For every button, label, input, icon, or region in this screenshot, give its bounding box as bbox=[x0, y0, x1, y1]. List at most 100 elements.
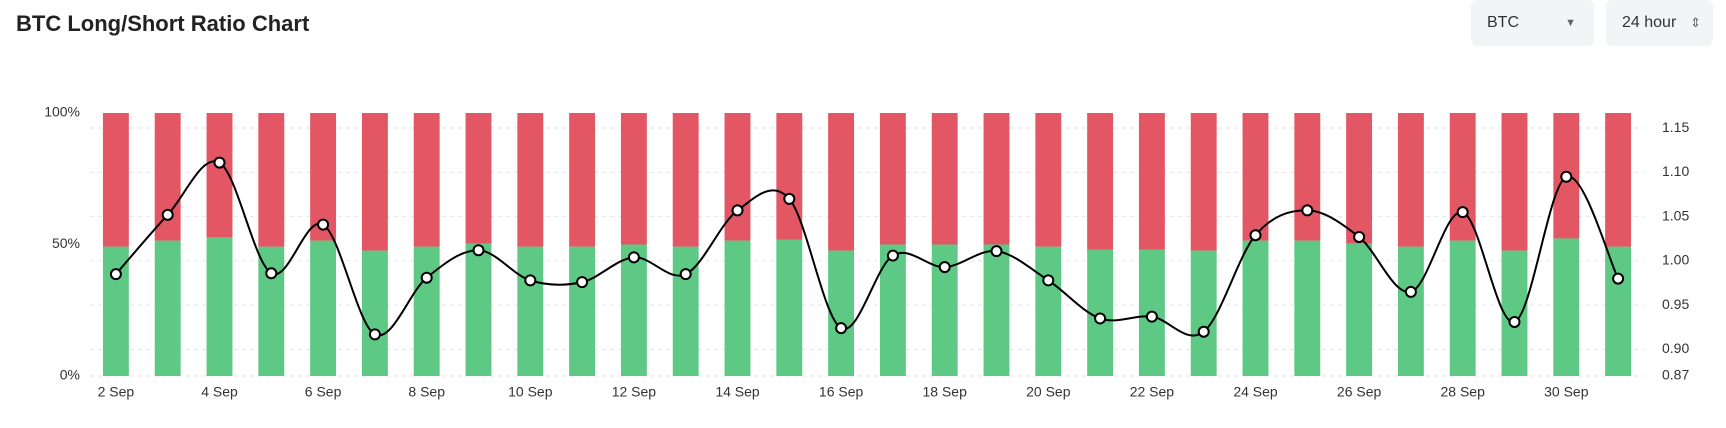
x-tick-label: 10 Sep bbox=[508, 384, 553, 400]
bar-segment bbox=[1242, 240, 1269, 376]
ratio-point bbox=[472, 244, 485, 257]
y2-tick-label: 1.05 bbox=[1662, 207, 1689, 223]
bar-segment bbox=[258, 246, 285, 376]
bar-segment bbox=[672, 113, 699, 247]
x-tick-label: 14 Sep bbox=[715, 384, 760, 400]
bar-segment bbox=[517, 246, 544, 376]
ratio-point bbox=[368, 328, 381, 341]
ratio-point bbox=[213, 156, 226, 169]
bar-segment bbox=[569, 246, 596, 376]
bar-segment bbox=[1449, 113, 1476, 241]
y2-tick-label: 0.87 bbox=[1662, 367, 1689, 383]
ratio-point bbox=[1197, 325, 1210, 338]
bar-segment bbox=[983, 244, 1010, 376]
bar-segment bbox=[1242, 113, 1269, 241]
bar-segment bbox=[1397, 113, 1424, 247]
ratio-point bbox=[990, 245, 1003, 258]
ratio-point bbox=[1404, 285, 1417, 298]
ratio-point bbox=[886, 249, 899, 262]
bar-segment bbox=[828, 250, 855, 376]
bar-segment bbox=[361, 113, 388, 251]
y2-tick-label: 0.90 bbox=[1662, 340, 1689, 356]
bar-segment bbox=[1605, 246, 1632, 376]
x-tick-label: 6 Sep bbox=[305, 384, 342, 400]
bar-segment bbox=[1138, 249, 1165, 376]
bar-segment bbox=[620, 244, 647, 376]
y2-tick-label: 1.00 bbox=[1662, 252, 1689, 268]
bar-segment bbox=[1553, 113, 1580, 239]
y2-tick-label: 0.95 bbox=[1662, 296, 1689, 312]
ratio-point bbox=[1612, 272, 1625, 285]
bar-segment bbox=[206, 237, 233, 376]
symbol-select[interactable]: BTC ▼ bbox=[1471, 0, 1594, 46]
bar-segment bbox=[154, 240, 181, 376]
bar-segment bbox=[1501, 113, 1528, 251]
bar-segment bbox=[1035, 246, 1062, 376]
bar-segment bbox=[258, 113, 285, 247]
bar-segment bbox=[517, 113, 544, 247]
bar-segment bbox=[206, 113, 233, 238]
x-tick-label: 16 Sep bbox=[819, 384, 864, 400]
bar-segment bbox=[931, 244, 958, 376]
bar-segment bbox=[1190, 113, 1217, 251]
bar-segment bbox=[154, 113, 181, 241]
ratio-point bbox=[1145, 310, 1158, 323]
ratio-point bbox=[1560, 170, 1573, 183]
bar-segment bbox=[931, 113, 958, 245]
bar-segment bbox=[1087, 113, 1114, 250]
ratio-point bbox=[1353, 230, 1366, 243]
bar-segment bbox=[361, 250, 388, 376]
ratio-point bbox=[161, 208, 174, 221]
bar-segment bbox=[1035, 113, 1062, 247]
caret: ▼ bbox=[1565, 17, 1576, 29]
bar-segment bbox=[1346, 113, 1373, 244]
bar-segment bbox=[1501, 250, 1528, 376]
ratio-point bbox=[420, 271, 433, 284]
ratio-point bbox=[1249, 229, 1262, 242]
ratio-point bbox=[1456, 206, 1469, 219]
y2-tick-label: 1.15 bbox=[1662, 119, 1689, 135]
bar-segment bbox=[776, 239, 803, 376]
bar-segment bbox=[983, 113, 1010, 245]
bar-segment bbox=[102, 113, 129, 247]
bar-segment bbox=[724, 113, 751, 241]
x-tick-label: 8 Sep bbox=[408, 384, 445, 400]
y-tick-label: 100% bbox=[44, 104, 80, 120]
ratio-point bbox=[576, 276, 589, 289]
x-tick-label: 28 Sep bbox=[1441, 384, 1486, 400]
x-tick-label: 18 Sep bbox=[923, 384, 968, 400]
symbol-label: BTC bbox=[1487, 14, 1519, 31]
bar-segment bbox=[413, 113, 440, 247]
bar-segment bbox=[879, 244, 906, 376]
bar-segment bbox=[102, 246, 129, 376]
ratio-point bbox=[1508, 315, 1521, 328]
bar-segment bbox=[1190, 250, 1217, 376]
bar-segment bbox=[569, 113, 596, 247]
x-tick-label: 4 Sep bbox=[201, 384, 238, 400]
ratio-point bbox=[265, 267, 278, 280]
ratio-point bbox=[627, 251, 640, 264]
bar-segment bbox=[310, 240, 337, 376]
caret: ⇕ bbox=[1690, 15, 1701, 30]
bar-segment bbox=[1346, 243, 1373, 376]
ratio-point bbox=[1301, 204, 1314, 217]
bar-segment bbox=[828, 113, 855, 251]
ratio-point bbox=[731, 204, 744, 217]
bar-segment bbox=[1553, 238, 1580, 376]
bar-segment bbox=[1294, 113, 1321, 241]
bar-segment bbox=[1605, 113, 1632, 247]
bar-segment bbox=[1087, 249, 1114, 376]
y-tick-label: 0% bbox=[60, 367, 80, 383]
bar-segment bbox=[776, 113, 803, 240]
bar-segment bbox=[310, 113, 337, 241]
x-tick-label: 2 Sep bbox=[98, 384, 135, 400]
bar-segment bbox=[1294, 240, 1321, 376]
interval-select[interactable]: 24 hour ⇕ bbox=[1606, 0, 1713, 46]
x-tick-label: 20 Sep bbox=[1026, 384, 1071, 400]
ratio-point bbox=[317, 218, 330, 231]
x-tick-label: 26 Sep bbox=[1337, 384, 1382, 400]
x-tick-label: 24 Sep bbox=[1233, 384, 1278, 400]
bar-segment bbox=[1138, 113, 1165, 250]
